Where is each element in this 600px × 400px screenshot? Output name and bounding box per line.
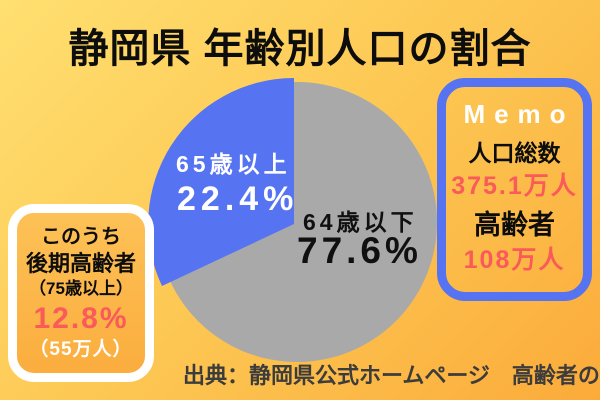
callout-count: （55万人） [29,338,133,360]
pie-value-under64: 77.6% [297,230,422,271]
memo-row2-label: 高齢者 [474,210,555,240]
memo-title: Memo [463,99,575,129]
pie-label-under64: 64歳以下 [303,209,418,235]
late-elderly-callout-box: このうち 後期高齢者 （75歳以上） 12.8% （55万人） [8,204,154,382]
callout-line2: 後期高齢者 [25,250,136,276]
page-title: 静岡県 年齢別人口の割合 [68,27,532,71]
memo-row2-value: 108万人 [463,246,566,274]
pie-label-over65: 65歳以上 [176,151,291,177]
callout-line3: （75歳以上） [29,278,133,298]
callout-line1: このうち [41,225,121,248]
callout-percentage: 12.8% [33,301,129,335]
memo-box: Memo 人口総数 375.1万人 高齢者 108万人 [437,78,592,301]
memo-row1-label: 人口総数 [468,140,561,166]
pie-slice-over65 [148,78,294,286]
memo-row1-value: 375.1万人 [451,172,578,200]
source-attribution: 出典：静岡県公式ホームページ 高齢者の人口 [183,363,600,388]
pie-value-over65: 22.4% [177,180,299,218]
